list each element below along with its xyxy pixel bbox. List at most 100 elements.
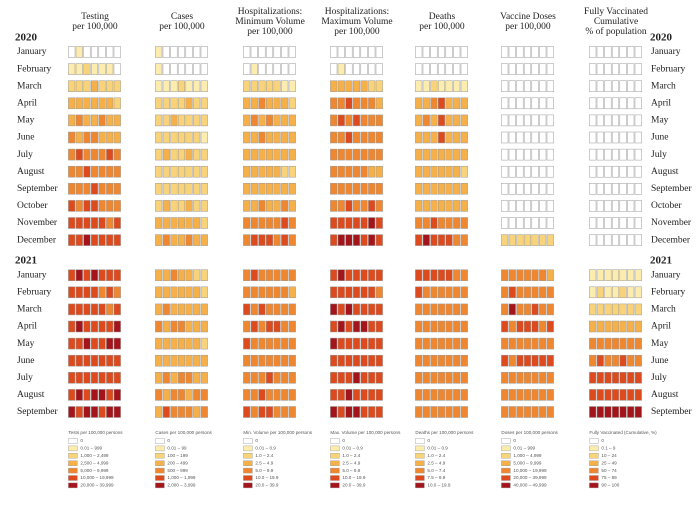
day-cell xyxy=(68,114,76,127)
day-cell xyxy=(531,217,539,229)
day-cell xyxy=(508,303,516,316)
day-cell xyxy=(162,114,170,127)
day-cell xyxy=(98,337,106,350)
day-cell xyxy=(445,183,453,195)
month-label: March xyxy=(651,305,676,315)
day-cell xyxy=(523,217,532,229)
legend-swatch xyxy=(501,460,511,466)
day-cell xyxy=(170,337,178,350)
legend-swatch xyxy=(330,460,340,466)
day-cell xyxy=(83,97,91,110)
day-cell xyxy=(106,131,114,144)
day-cell xyxy=(185,217,193,229)
day-cell xyxy=(177,389,186,401)
day-cell xyxy=(422,200,430,212)
day-cell xyxy=(265,80,274,92)
day-cell xyxy=(265,217,274,229)
day-cell xyxy=(460,63,468,75)
legend-label: 2.5 – 4.9 xyxy=(342,460,360,465)
day-cell xyxy=(265,286,274,299)
day-cell xyxy=(83,165,91,178)
day-cell xyxy=(589,114,597,127)
day-cell xyxy=(250,63,258,75)
day-cell xyxy=(155,114,163,127)
day-cell xyxy=(243,234,251,246)
day-cell xyxy=(634,165,642,178)
day-cell xyxy=(265,303,274,316)
day-cell xyxy=(611,97,620,110)
day-cell xyxy=(368,148,376,161)
day-cell xyxy=(345,406,353,418)
day-cell xyxy=(258,320,266,333)
legend-label: 10.0 – 19.9 xyxy=(427,483,450,488)
day-cell xyxy=(627,148,635,161)
day-cell xyxy=(619,165,627,178)
day-cell xyxy=(75,97,83,110)
day-cell xyxy=(345,269,353,281)
day-cell xyxy=(422,372,430,384)
day-cell xyxy=(177,131,186,144)
legend-title: Deaths per 100,000 persons xyxy=(415,430,474,435)
day-cell xyxy=(113,97,121,110)
day-cell xyxy=(531,97,539,110)
day-cell xyxy=(90,200,99,212)
day-cell xyxy=(200,406,208,418)
day-cell xyxy=(155,286,163,299)
day-cell xyxy=(265,269,274,281)
day-cell xyxy=(415,286,423,299)
day-cell xyxy=(83,337,91,350)
day-cell xyxy=(430,303,438,316)
day-cell xyxy=(352,234,361,246)
day-cell xyxy=(453,200,461,212)
day-cell xyxy=(589,303,597,316)
day-cell xyxy=(453,320,461,333)
day-cell xyxy=(75,217,83,229)
day-cell xyxy=(501,372,509,384)
day-cell xyxy=(330,200,338,212)
day-cell xyxy=(523,320,532,333)
day-cell xyxy=(611,46,620,58)
day-cell xyxy=(501,63,509,75)
day-cell xyxy=(288,406,296,418)
day-cell xyxy=(258,234,266,246)
day-cell xyxy=(415,165,423,178)
day-cell xyxy=(375,269,383,281)
legend-label: 1,000 – 4,999 xyxy=(513,453,542,458)
day-cell xyxy=(604,406,612,418)
day-cell xyxy=(83,303,91,316)
day-cell xyxy=(265,337,274,350)
day-cell xyxy=(508,337,516,350)
day-cell xyxy=(516,269,524,281)
day-cell xyxy=(177,183,186,195)
day-cell xyxy=(170,114,178,127)
day-cell xyxy=(516,200,524,212)
day-cell xyxy=(368,63,376,75)
day-cell xyxy=(375,320,383,333)
day-cell xyxy=(243,80,251,92)
legend-label: 0.01 – 0.9 xyxy=(427,446,448,451)
day-cell xyxy=(345,63,353,75)
day-cell xyxy=(250,234,258,246)
day-cell xyxy=(589,63,597,75)
day-cell xyxy=(596,200,604,212)
day-cell xyxy=(501,406,509,418)
day-cell xyxy=(113,131,121,144)
day-cell xyxy=(281,46,289,58)
day-cell xyxy=(113,63,121,75)
month-label: December xyxy=(651,235,691,245)
day-cell xyxy=(539,389,547,401)
day-cell xyxy=(258,114,266,127)
day-cell xyxy=(619,389,627,401)
day-cell xyxy=(508,406,516,418)
day-cell xyxy=(508,114,516,127)
day-cell xyxy=(445,148,453,161)
day-cell xyxy=(193,97,201,110)
day-cell xyxy=(422,406,430,418)
day-cell xyxy=(68,269,76,281)
day-cell xyxy=(83,131,91,144)
day-cell xyxy=(437,354,446,367)
day-cell xyxy=(460,372,468,384)
day-cell xyxy=(288,46,296,58)
day-cell xyxy=(352,63,361,75)
day-cell xyxy=(604,80,612,92)
